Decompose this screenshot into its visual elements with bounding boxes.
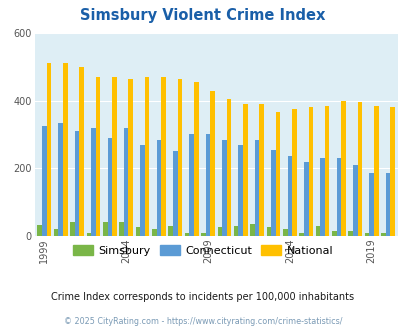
Bar bbox=[238, 145, 243, 236]
Bar bbox=[86, 233, 91, 236]
Bar bbox=[210, 90, 214, 236]
Bar bbox=[385, 173, 389, 236]
Bar bbox=[352, 165, 357, 236]
Bar bbox=[341, 101, 345, 236]
Bar bbox=[151, 229, 156, 236]
Bar bbox=[222, 140, 226, 236]
Bar bbox=[119, 222, 124, 236]
Bar bbox=[369, 173, 373, 236]
Bar bbox=[70, 222, 75, 236]
Bar bbox=[128, 79, 133, 236]
Bar bbox=[54, 229, 58, 236]
Bar bbox=[373, 106, 377, 236]
Bar bbox=[233, 226, 238, 236]
Text: © 2025 CityRating.com - https://www.cityrating.com/crime-statistics/: © 2025 CityRating.com - https://www.city… bbox=[64, 317, 341, 326]
Bar bbox=[96, 77, 100, 236]
Legend: Simsbury, Connecticut, National: Simsbury, Connecticut, National bbox=[68, 241, 337, 260]
Bar bbox=[168, 226, 173, 236]
Bar bbox=[42, 126, 47, 236]
Bar bbox=[217, 227, 222, 236]
Bar bbox=[275, 113, 280, 236]
Bar bbox=[298, 233, 303, 236]
Bar bbox=[189, 135, 194, 236]
Bar bbox=[271, 150, 275, 236]
Bar bbox=[37, 225, 42, 236]
Bar bbox=[63, 63, 67, 236]
Bar bbox=[336, 158, 341, 236]
Bar bbox=[331, 231, 336, 236]
Bar bbox=[161, 77, 165, 236]
Bar bbox=[226, 99, 231, 236]
Text: Simsbury Violent Crime Index: Simsbury Violent Crime Index bbox=[80, 8, 325, 23]
Bar bbox=[303, 162, 308, 236]
Bar bbox=[320, 158, 324, 236]
Bar bbox=[156, 140, 161, 236]
Bar bbox=[79, 67, 84, 236]
Bar bbox=[194, 82, 198, 236]
Bar bbox=[266, 227, 271, 236]
Bar bbox=[135, 227, 140, 236]
Bar bbox=[347, 231, 352, 236]
Bar bbox=[75, 131, 79, 236]
Text: Crime Index corresponds to incidents per 100,000 inhabitants: Crime Index corresponds to incidents per… bbox=[51, 292, 354, 302]
Bar bbox=[292, 109, 296, 236]
Bar bbox=[315, 226, 320, 236]
Bar bbox=[308, 108, 312, 236]
Bar bbox=[112, 77, 116, 236]
Bar bbox=[324, 106, 328, 236]
Bar bbox=[177, 79, 182, 236]
Bar bbox=[249, 224, 254, 236]
Bar bbox=[91, 128, 96, 236]
Bar bbox=[47, 63, 51, 236]
Bar bbox=[173, 151, 177, 236]
Bar bbox=[364, 233, 369, 236]
Bar bbox=[254, 140, 259, 236]
Bar bbox=[389, 108, 394, 236]
Bar bbox=[205, 135, 210, 236]
Bar bbox=[145, 77, 149, 236]
Bar bbox=[107, 138, 112, 236]
Bar bbox=[58, 123, 63, 236]
Bar bbox=[380, 233, 385, 236]
Bar bbox=[103, 222, 107, 236]
Bar bbox=[124, 128, 128, 236]
Bar bbox=[184, 233, 189, 236]
Bar bbox=[357, 102, 361, 236]
Bar bbox=[282, 229, 287, 236]
Bar bbox=[287, 156, 292, 236]
Bar bbox=[140, 145, 145, 236]
Bar bbox=[200, 233, 205, 236]
Bar bbox=[259, 104, 263, 236]
Bar bbox=[243, 104, 247, 236]
